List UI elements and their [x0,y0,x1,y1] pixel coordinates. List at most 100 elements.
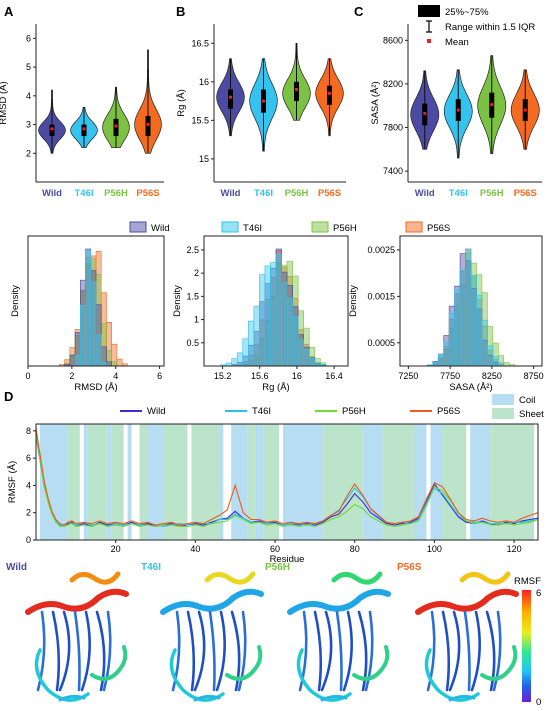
x-tick-label: 20 [111,544,121,554]
y-tick-label: 0.5 [186,338,199,348]
panel-label-c: C [354,4,364,19]
histogram-bin [297,339,304,367]
ribbon-strand [470,610,481,692]
ribbon-loop [160,588,264,615]
coil-region [127,424,132,540]
legend-swatch [129,221,147,233]
y-axis-label: RMSF (Å) [7,461,18,503]
protein-ribbon [25,571,129,702]
histogram-bin [106,361,112,367]
x-category-label: Wild [221,188,241,199]
ribbon-loop [193,694,221,702]
violin-mean-dot [423,111,427,115]
x-category-label: P56S [318,188,341,199]
legend-coil-label: Coil [519,395,535,406]
histogram-bin [292,316,299,367]
y-tick-label: 5 [26,62,31,72]
structure-label-p56s: P56S [397,562,422,573]
coil-region [107,424,112,540]
ribbon-loop [169,648,225,702]
sasa-violin-chart: 7400 7800 8200 8600 SASA (Å²) Wild T46I P56H P56… [370,24,542,199]
ribbon-loop [296,648,352,702]
x-tick-label: 7750 [440,371,460,381]
y-axis-label: Density [10,285,21,317]
histogram-bin [492,356,499,367]
sheet-region [87,424,108,540]
plot-frame [203,235,349,367]
x-tick-label: 16 [292,371,302,381]
histogram-bin [481,319,488,367]
legend-sheet-label: Sheet [519,409,544,420]
legend-mean-swatch [427,39,431,43]
x-category-label: Wild [415,188,435,199]
histogram-bin [308,357,316,367]
x-tick-label: 40 [190,544,200,554]
histogram-bin [85,250,92,367]
y-tick-label: 0.0005 [367,338,395,348]
structure-label-p56h: P56H [265,562,290,573]
legend-label: Wild [147,406,165,417]
sasa-histogram-chart: P56S 7250 7750 8250 8750 0.0005 0.0015 0.0025 SA… [348,221,544,393]
y-tick-label: 0.0015 [367,291,395,301]
y-tick-label: 16.5 [191,38,209,48]
plot-frame [35,423,539,541]
x-category-label: P56S [514,188,537,199]
ribbon-strand [230,610,241,692]
ribbon-loop [69,571,121,585]
sheet-region [490,424,535,540]
histogram-bin [95,334,102,367]
sheet-region [442,424,467,540]
ribbon-strand [237,610,247,692]
x-tick-label: 15.2 [214,371,232,381]
protein-ribbon [160,571,264,702]
violin-iqr-box [294,81,299,102]
ribbon-strand [492,610,502,692]
legend-label: P56H [342,406,366,417]
protein-structures [25,571,519,702]
ribbon-strand [463,610,471,692]
legend-label: P56S [427,223,450,234]
y-axis-label: Rg (Å) [176,89,187,116]
y-tick-label: 6 [26,453,31,463]
x-tick-label: 0 [25,371,30,381]
coil-region [414,424,427,540]
sheet-region [247,424,256,540]
x-category-label: P56S [136,188,159,199]
coil-region [231,424,248,540]
rmsd-violin-chart: 2 3 4 5 6 RMSD (Å) Wild T46I P56H P56S [0,24,164,199]
ribbon-strand [364,610,374,692]
legend-whisker-swatch [426,20,432,33]
sheet-region [111,424,124,540]
legend-label: Wild [151,223,169,234]
y-tick-label: 15.5 [191,115,209,125]
x-category-label: T46I [74,188,93,199]
violin-mean-dot [146,123,150,127]
rmsf-colorbar: RMSF 6 0 [514,576,541,708]
ribbon-strand [73,610,81,692]
ribbon-strand [51,610,61,692]
legend-label: P56H [333,223,357,234]
histogram-bin [90,281,97,367]
ribbon-loop [58,694,86,702]
legend-box-label: 25%~75% [445,7,489,18]
histogram-bin [259,274,266,367]
x-axis-label: Residue [270,554,305,565]
histogram-bin [448,313,455,367]
ribbon-strand [313,610,323,692]
violin-mean-dot [82,127,86,131]
y-tick-label: 2 [194,268,199,278]
structure-label-wild: Wild [6,562,27,573]
ribbon-strand [171,610,181,692]
ribbon-strand [102,610,112,692]
legend-label: T46I [252,406,271,417]
y-tick-label: 8200 [383,79,403,89]
legend-swatch [405,221,423,233]
coil-region [430,424,447,540]
rg-violin-chart: 15 15.5 16 16.5 Rg (Å) Wild T46I P56H P56S [176,24,346,199]
violin-mean-dot [490,103,494,107]
ribbon-strand [80,610,91,692]
structure-label-t46i: T46I [141,562,161,573]
sheet-region [139,424,148,540]
x-tick-label: 2 [69,371,74,381]
histogram-bin [476,294,483,367]
